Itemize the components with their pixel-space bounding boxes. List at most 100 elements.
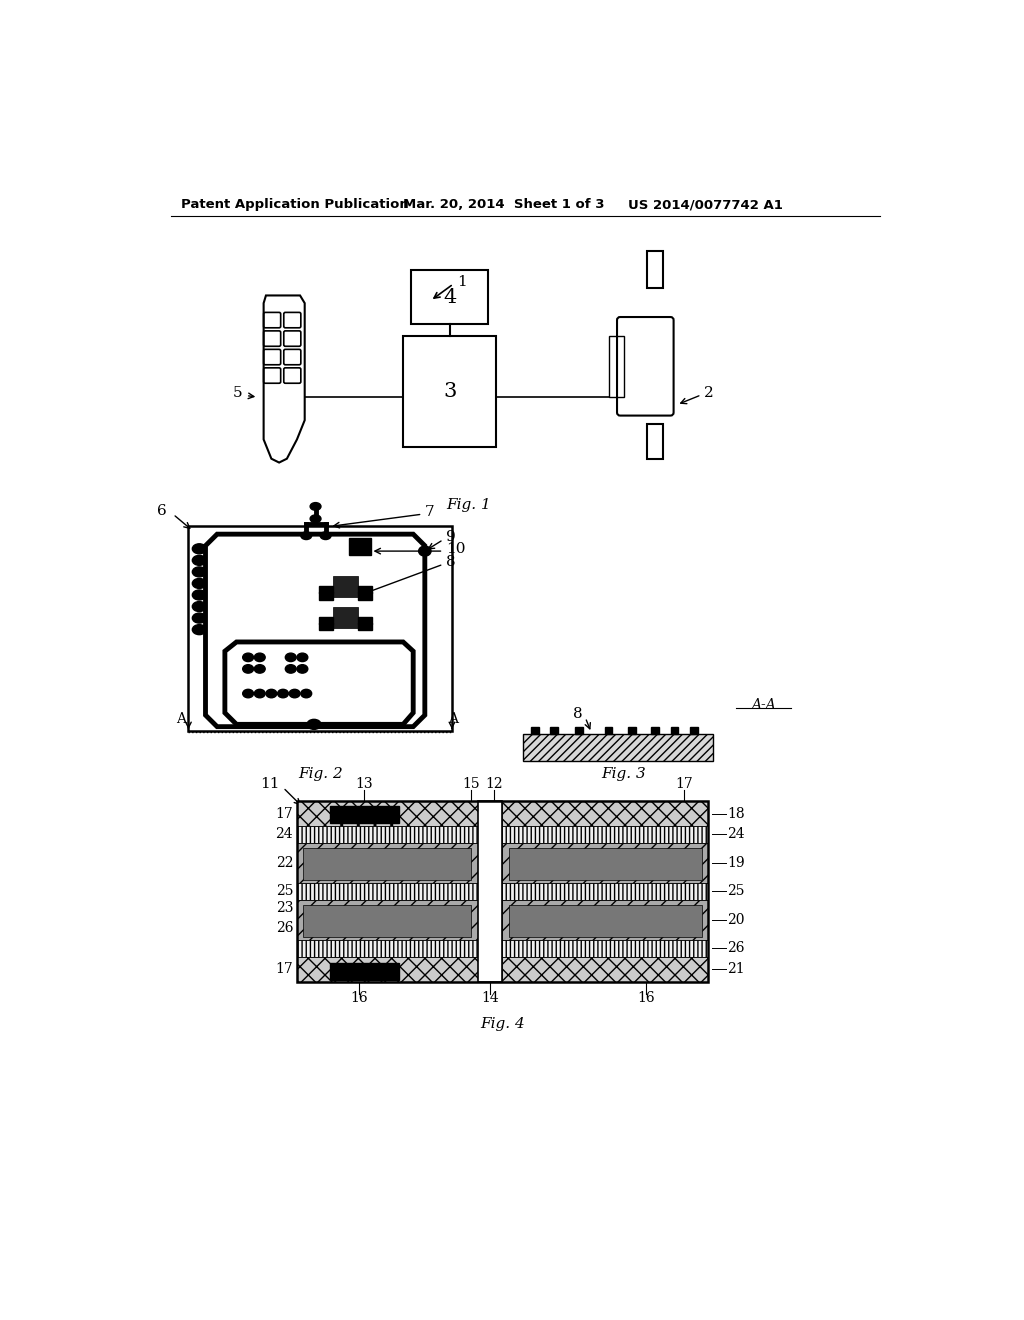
- Bar: [509, 847, 701, 880]
- Bar: [503, 940, 708, 957]
- Bar: [647, 251, 663, 288]
- Ellipse shape: [193, 556, 206, 565]
- Text: 24: 24: [727, 828, 744, 841]
- Ellipse shape: [193, 624, 206, 635]
- Bar: [297, 801, 477, 826]
- Text: 9: 9: [445, 531, 456, 544]
- Text: 26: 26: [727, 941, 744, 956]
- Text: 10: 10: [445, 541, 465, 556]
- Text: 21: 21: [727, 962, 744, 977]
- Text: 12: 12: [485, 777, 503, 792]
- Ellipse shape: [193, 566, 206, 577]
- Ellipse shape: [310, 515, 321, 523]
- Bar: [319, 591, 334, 599]
- Bar: [523, 734, 713, 762]
- Ellipse shape: [286, 665, 296, 673]
- Ellipse shape: [286, 653, 296, 661]
- Bar: [503, 900, 708, 940]
- Bar: [349, 539, 371, 554]
- Text: Fig. 2: Fig. 2: [298, 767, 343, 781]
- Bar: [604, 727, 612, 734]
- Bar: [297, 940, 477, 957]
- Text: 8: 8: [573, 708, 583, 721]
- Text: Fig. 4: Fig. 4: [480, 1016, 524, 1031]
- Bar: [403, 335, 496, 447]
- Text: 6: 6: [157, 504, 167, 517]
- Bar: [358, 623, 372, 631]
- Text: 25: 25: [727, 884, 744, 899]
- Bar: [330, 807, 399, 822]
- Text: 5: 5: [233, 387, 243, 400]
- Bar: [297, 900, 477, 940]
- Text: 16: 16: [637, 991, 654, 1006]
- Bar: [358, 591, 372, 599]
- Text: Mar. 20, 2014  Sheet 1 of 3: Mar. 20, 2014 Sheet 1 of 3: [403, 198, 604, 211]
- Text: 13: 13: [355, 777, 373, 792]
- Text: 26: 26: [275, 921, 293, 936]
- Bar: [477, 801, 503, 982]
- Bar: [503, 957, 708, 982]
- Ellipse shape: [278, 689, 289, 698]
- Bar: [334, 607, 358, 628]
- Bar: [503, 883, 708, 900]
- Bar: [319, 623, 334, 631]
- Bar: [297, 957, 477, 982]
- Ellipse shape: [193, 544, 206, 554]
- Bar: [628, 727, 636, 734]
- Bar: [188, 527, 452, 730]
- Bar: [303, 847, 471, 880]
- Bar: [575, 727, 583, 734]
- Text: A: A: [449, 711, 459, 726]
- Ellipse shape: [419, 546, 431, 556]
- Ellipse shape: [307, 719, 321, 730]
- Bar: [319, 616, 334, 624]
- Bar: [509, 904, 701, 937]
- Bar: [297, 801, 708, 982]
- Text: 1: 1: [458, 275, 467, 289]
- Text: 15: 15: [462, 777, 479, 792]
- Ellipse shape: [193, 578, 206, 589]
- Text: Fig. 3: Fig. 3: [602, 767, 646, 781]
- Text: US 2014/0077742 A1: US 2014/0077742 A1: [628, 198, 782, 211]
- Text: 24: 24: [275, 828, 293, 841]
- Bar: [334, 576, 358, 598]
- Text: 17: 17: [275, 807, 293, 821]
- Text: 17: 17: [676, 777, 693, 792]
- Ellipse shape: [243, 653, 254, 661]
- Text: 16: 16: [350, 991, 368, 1006]
- Ellipse shape: [254, 689, 265, 698]
- Ellipse shape: [289, 689, 300, 698]
- Bar: [297, 826, 477, 843]
- Ellipse shape: [297, 653, 308, 661]
- Text: 25: 25: [275, 884, 293, 899]
- Bar: [647, 424, 663, 459]
- Text: 19: 19: [727, 855, 744, 870]
- Bar: [319, 586, 334, 594]
- Ellipse shape: [254, 665, 265, 673]
- Bar: [503, 843, 708, 883]
- Text: Fig. 1: Fig. 1: [446, 498, 492, 512]
- Bar: [503, 801, 708, 826]
- Bar: [671, 727, 678, 734]
- Text: A: A: [176, 711, 185, 726]
- Text: 7: 7: [425, 504, 434, 519]
- Ellipse shape: [243, 665, 254, 673]
- Text: 14: 14: [481, 991, 499, 1006]
- Ellipse shape: [266, 689, 276, 698]
- Bar: [303, 904, 471, 937]
- Bar: [358, 586, 372, 594]
- Bar: [503, 826, 708, 843]
- Bar: [330, 964, 399, 979]
- Bar: [608, 335, 624, 397]
- Ellipse shape: [193, 602, 206, 611]
- Text: 17: 17: [275, 962, 293, 977]
- Text: 3: 3: [443, 381, 457, 401]
- Ellipse shape: [310, 503, 321, 511]
- Bar: [297, 883, 477, 900]
- Ellipse shape: [193, 590, 206, 601]
- Text: Patent Application Publication: Patent Application Publication: [180, 198, 409, 211]
- Bar: [297, 843, 477, 883]
- Text: 22: 22: [275, 855, 293, 870]
- Text: 20: 20: [727, 913, 744, 927]
- Ellipse shape: [243, 689, 254, 698]
